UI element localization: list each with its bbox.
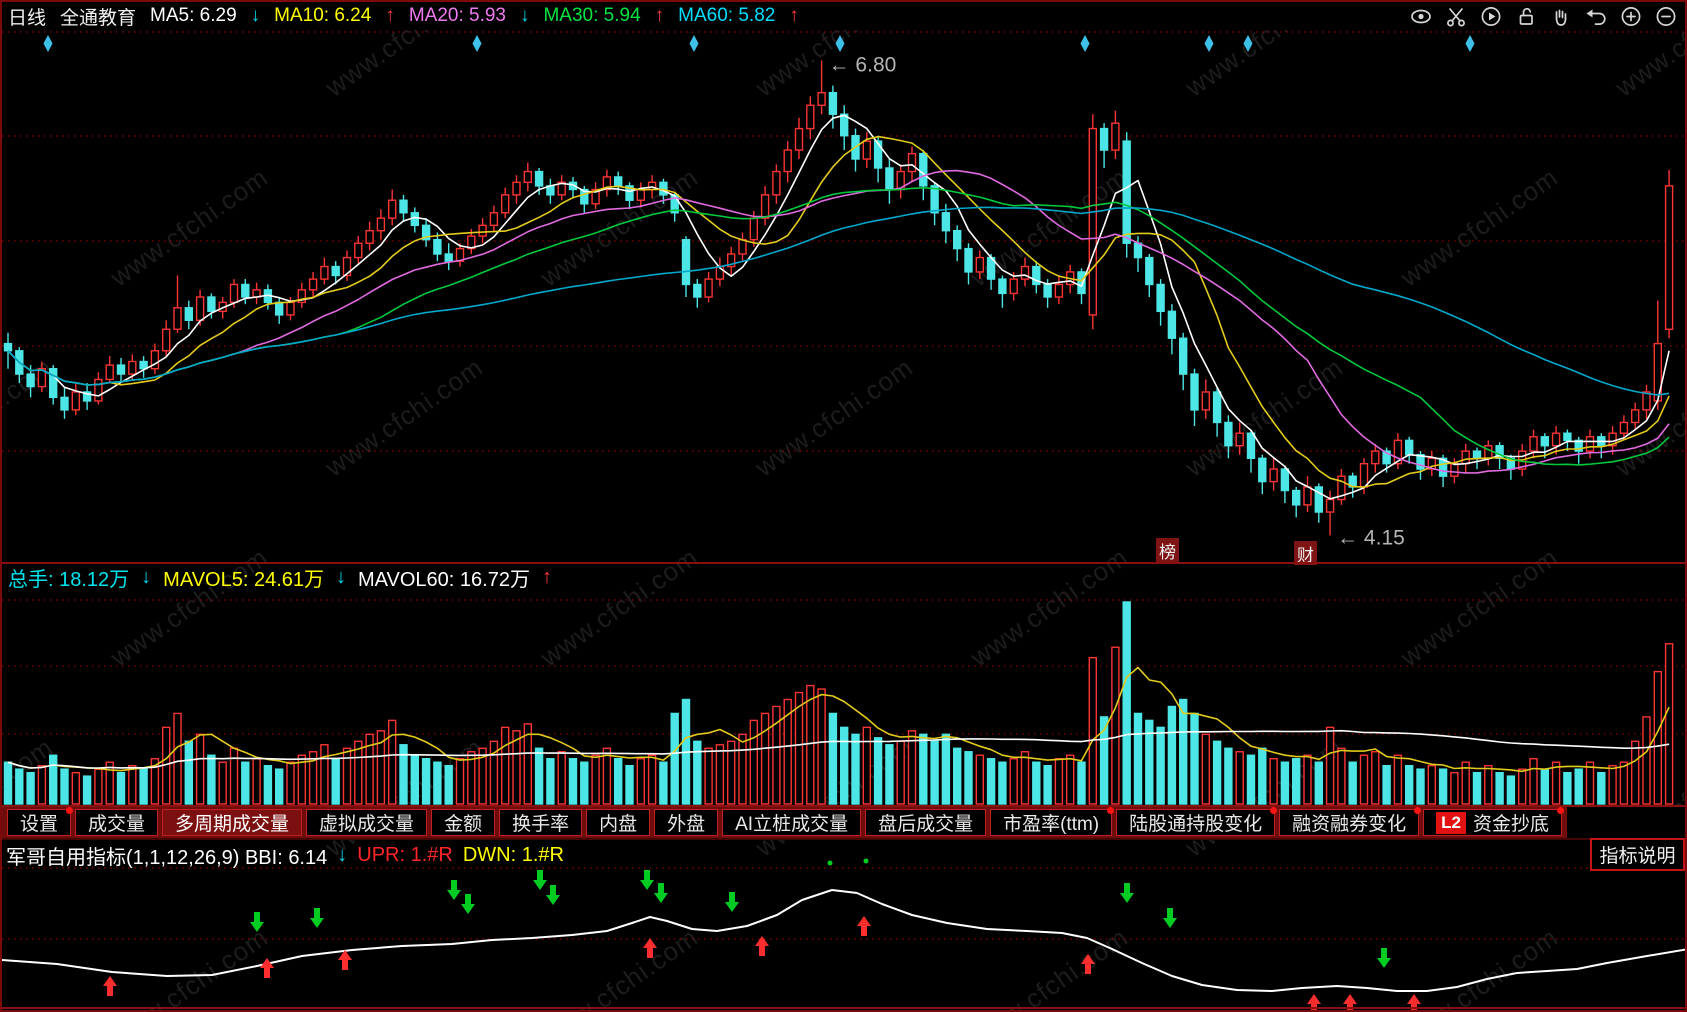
tab-融资融券变化[interactable]: 融资融券变化: [1279, 807, 1422, 836]
header-segment: ↑: [385, 5, 395, 26]
zoom-in-icon[interactable]: [1618, 5, 1644, 29]
tab-多周期成交量[interactable]: 多周期成交量: [162, 809, 303, 836]
tab-label: 虚拟成交量: [319, 814, 415, 835]
tab-资金抄底[interactable]: L2 资金抄底: [1423, 807, 1565, 836]
tab-陆股通持股变化[interactable]: 陆股通持股变化: [1116, 807, 1278, 836]
unlock-icon[interactable]: [1513, 5, 1539, 29]
tab-label: 金额: [444, 814, 483, 835]
panel-separator: [2, 562, 1685, 564]
svg-text:← 4.15: ← 4.15: [1337, 526, 1405, 549]
header-segment: UPR: 1.#R: [357, 843, 453, 866]
ma-values: MA5: 6.29 ↓ MA10: 6.24 ↑ MA20: 5.93 ↓ MA30: 5.…: [150, 5, 813, 27]
hand-icon[interactable]: [1548, 5, 1574, 29]
indicator-header: 军哥自用指标(1,1,12,26,9) BBI: 6.14 ↓ UPR: 1.#R D…: [6, 842, 574, 869]
header-segment: MA30: 5.94: [543, 5, 641, 26]
tab-换手率[interactable]: 换手率: [499, 809, 583, 836]
chart-header: 日线 全通教育 MA5: 6.29 ↓ MA10: 6.24 ↑ MA20: 5.93 ↓…: [2, 2, 1685, 30]
tab-label: 资金抄底: [1473, 814, 1550, 835]
header-segment: 军哥自用指标(1,1,12,26,9) BBI: 6.14: [6, 846, 328, 869]
notification-dot: [1557, 807, 1565, 814]
tab-盘后成交量[interactable]: 盘后成交量: [865, 809, 987, 836]
tab-label: 成交量: [88, 814, 146, 835]
tab-label: 融资融券变化: [1292, 814, 1407, 835]
chart-toolbar: [1408, 3, 1679, 30]
l2-badge: L2: [1436, 811, 1467, 834]
header-segment: ↓: [337, 843, 348, 866]
indicator-help-button[interactable]: 指标说明: [1590, 838, 1685, 871]
volume-header: 总手: 18.12万 ↓ MAVOL5: 24.61万 ↓ MAVOL60: 16.72…: [8, 564, 564, 591]
tab-label: 市盈率(ttm): [1003, 814, 1100, 835]
header-segment: ↑: [541, 565, 552, 588]
tab-成交量[interactable]: 成交量: [75, 809, 159, 836]
header-segment: MA10: 6.24: [274, 5, 372, 26]
tab-label: 外盘: [667, 814, 706, 835]
header-segment: ↓: [336, 565, 346, 588]
tab-内盘[interactable]: 内盘: [586, 809, 651, 836]
header-segment: ↑: [654, 5, 665, 26]
stock-name: 全通教育: [60, 7, 137, 29]
header-segment: MA60: 5.82: [678, 5, 776, 26]
header-segment: MAVOL60: 16.72万: [358, 568, 530, 591]
volume-chart[interactable]: [2, 563, 1687, 805]
tab-虚拟成交量[interactable]: 虚拟成交量: [306, 809, 428, 836]
header-segment: MA5: 6.29: [150, 5, 237, 26]
header-segment: 总手: 18.12万: [8, 568, 130, 591]
tab-金额[interactable]: 金额: [431, 809, 496, 836]
tab-label: 内盘: [599, 814, 638, 835]
tab-label: 盘后成交量: [878, 814, 974, 835]
notification-dot: [1107, 807, 1115, 814]
header-segment: MAVOL5: 24.61万: [163, 568, 324, 591]
indicator-chart[interactable]: [2, 842, 1687, 1012]
header-segment: DWN: 1.#R: [462, 843, 564, 866]
notification-dot: [66, 807, 74, 814]
tab-AI立桩成交量[interactable]: AI立桩成交量: [722, 809, 862, 836]
notification-dot: [1414, 807, 1422, 814]
tab-bar: 设置 成交量 多周期成交量 虚拟成交量 金额 换手率 内盘 外盘 AI立桩成交量 盘后成交量 市盈率…: [2, 805, 1685, 840]
svg-text:← 6.80: ← 6.80: [829, 53, 897, 76]
header-segment: ↓: [141, 565, 152, 588]
header-segment: ↑: [789, 5, 799, 26]
tab-外盘[interactable]: 外盘: [654, 809, 719, 836]
tab-strip: 设置 成交量 多周期成交量 虚拟成交量 金额 换手率 内盘 外盘 AI立桩成交量 盘后成交量 市盈率…: [2, 807, 1568, 838]
header-segment: ↓: [519, 5, 530, 26]
notification-dot: [1270, 807, 1278, 814]
scissors-icon[interactable]: [1443, 5, 1469, 29]
tab-label: 设置: [20, 814, 59, 835]
undo-icon[interactable]: [1583, 5, 1609, 29]
tab-label: 陆股通持股变化: [1129, 814, 1263, 835]
play-icon[interactable]: [1478, 5, 1504, 29]
candlestick-chart[interactable]: ← 6.80 ← 4.15: [2, 30, 1687, 563]
tab-设置[interactable]: 设置: [7, 807, 74, 836]
tab-label: AI立桩成交量: [735, 814, 849, 835]
tab-label: 换手率: [512, 814, 570, 835]
eye-icon[interactable]: [1408, 5, 1434, 29]
bottom-border: [2, 1007, 1685, 1009]
header-segment: ↓: [250, 5, 261, 26]
header-segment: MA20: 5.93: [408, 5, 506, 26]
event-badge-bang[interactable]: 榜: [1156, 538, 1179, 562]
period-label: 日线: [8, 7, 47, 29]
event-badge-cai[interactable]: 财: [1294, 541, 1317, 565]
tab-市盈率(ttm)[interactable]: 市盈率(ttm): [990, 807, 1115, 836]
tab-label: 多周期成交量: [175, 814, 290, 835]
zoom-out-icon[interactable]: [1653, 5, 1679, 29]
